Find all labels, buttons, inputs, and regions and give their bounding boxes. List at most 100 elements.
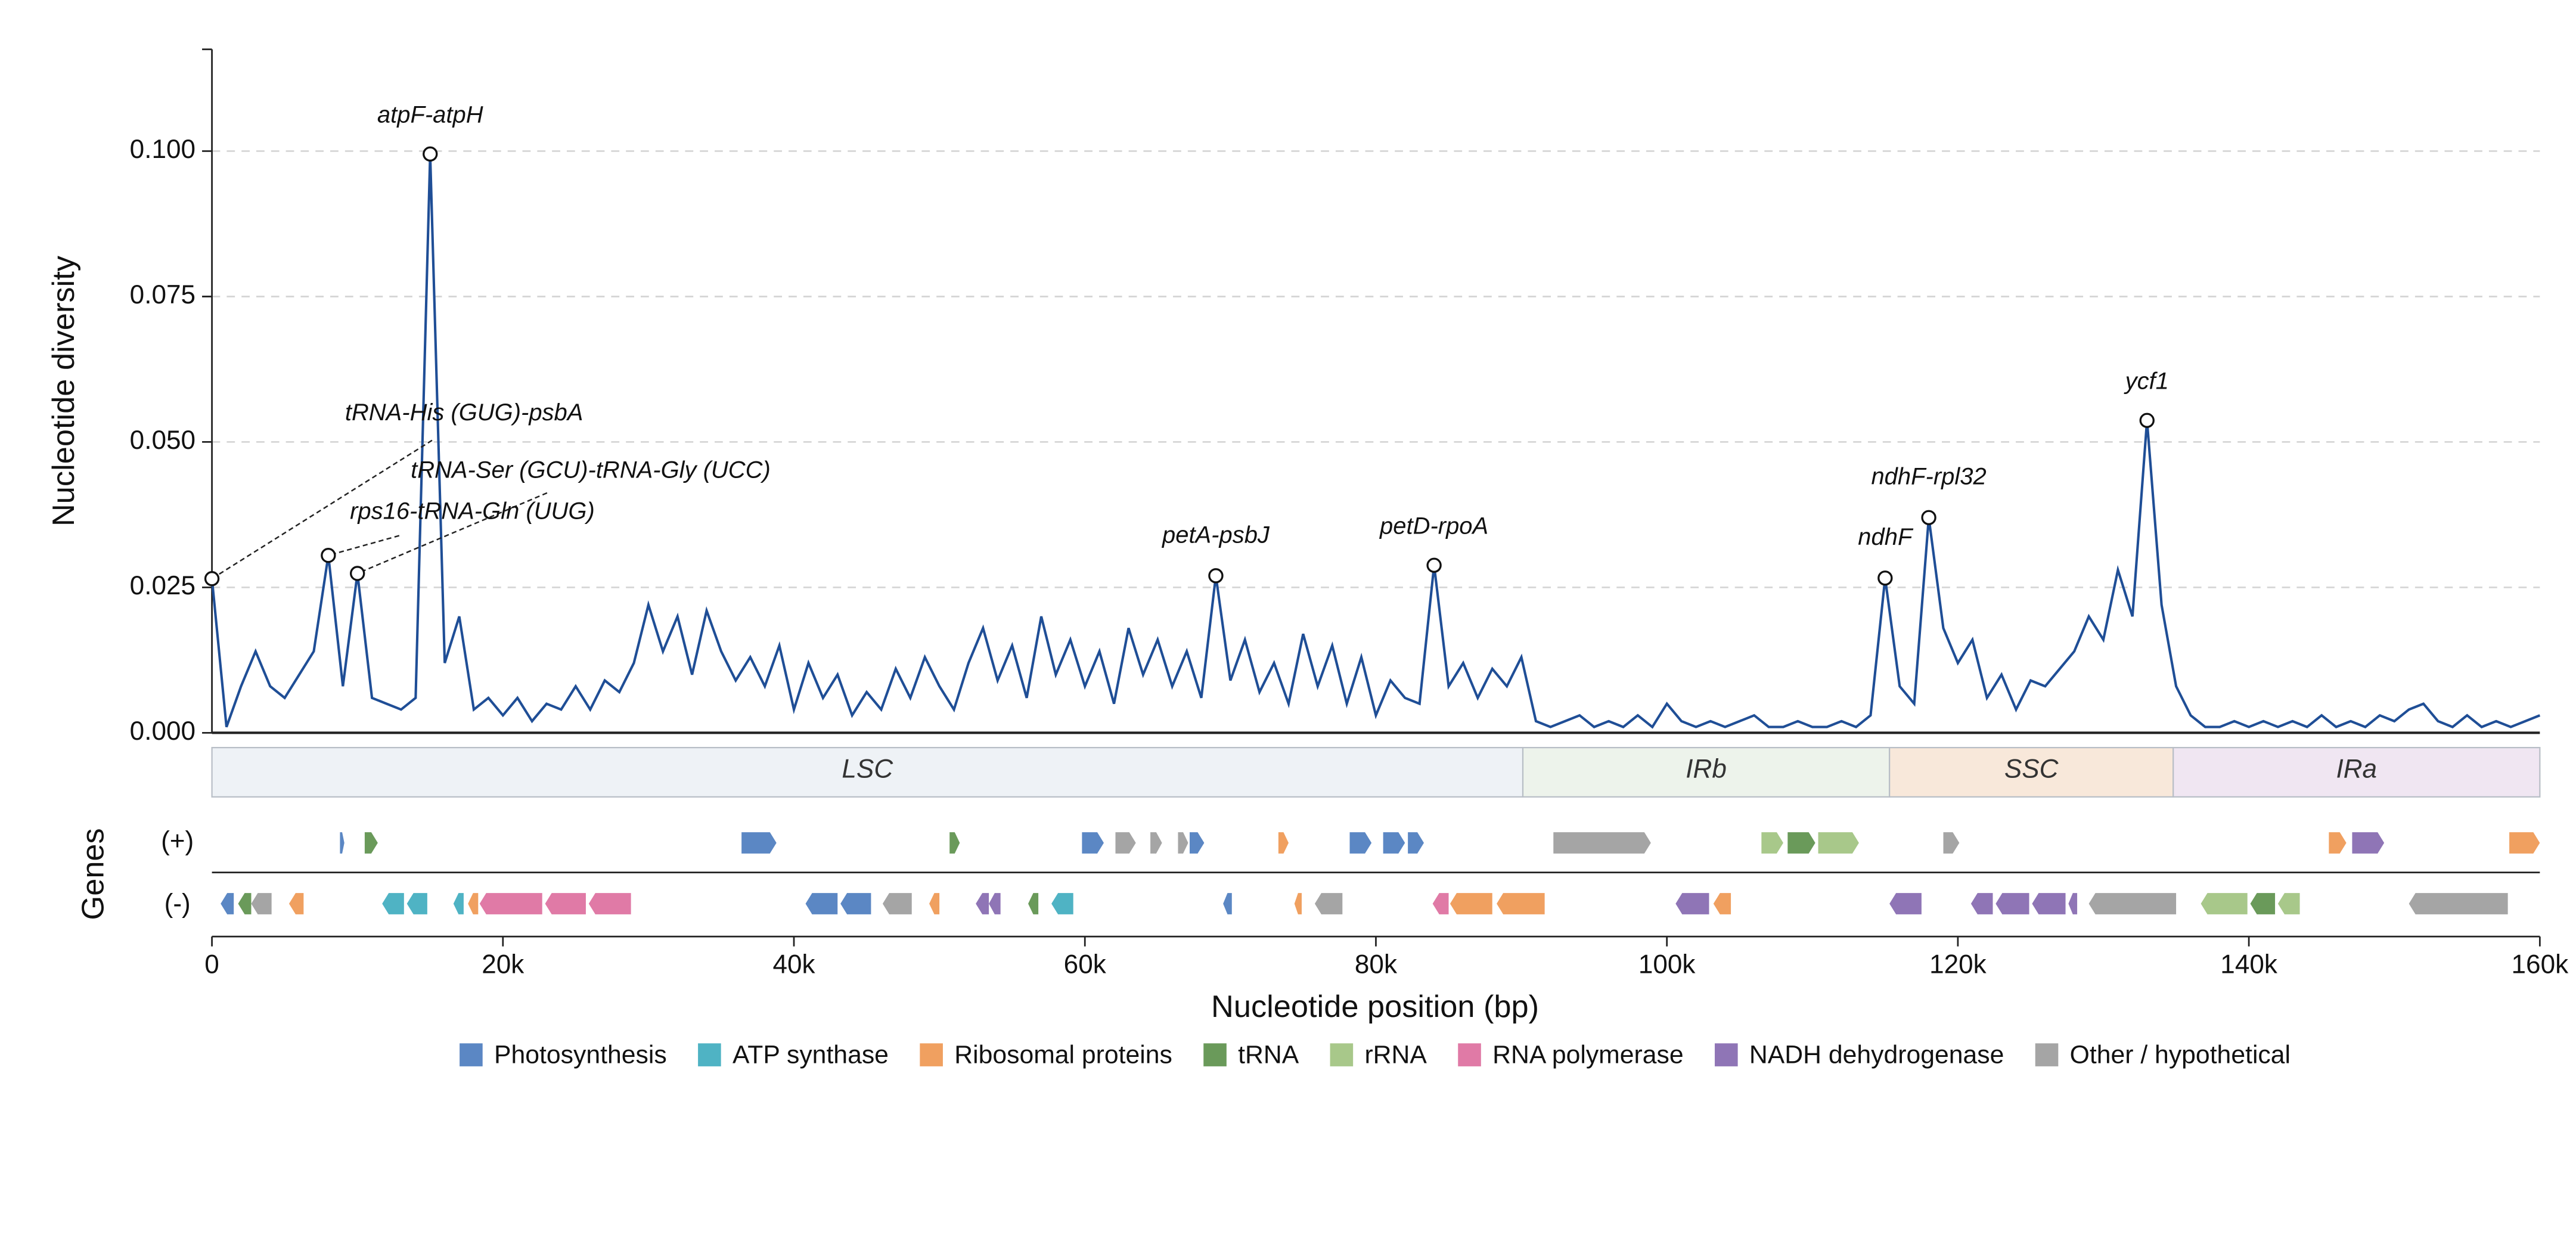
x-axis-label: Nucleotide position (bp) [1211,990,1539,1024]
gene [1943,832,1960,854]
gene [1787,832,1815,854]
annotation-label: ycf1 [2124,368,2169,394]
gene [479,893,542,914]
gene [929,893,940,914]
legend-swatch [698,1043,721,1066]
legend-swatch [460,1043,483,1066]
region-bar [1889,747,2174,798]
gene [1553,832,1651,854]
gene [1761,832,1783,854]
gene [1383,832,1405,854]
gene [840,893,871,914]
gene [2201,893,2248,914]
gene [1497,893,1545,914]
gene [1223,893,1232,914]
gene [588,893,631,914]
gene [238,893,252,914]
diversity-line [210,154,2541,729]
legend-swatch [2035,1043,2059,1066]
legend-label: NADH dehydrogenase [1749,1041,2004,1069]
region-label: SSC [2004,754,2059,783]
gene [1995,893,2029,914]
x-tick-label: 20k [482,950,524,979]
gene [741,832,777,854]
gene [2409,893,2508,914]
y-tick-label: 0.075 [130,280,195,309]
gene [1051,893,1073,914]
region-label: IRb [1686,754,1727,783]
x-tick-label: 160k [2512,950,2569,979]
gene [1713,893,1731,914]
gene [1408,832,1424,854]
gene [1970,893,1993,914]
legend-label: ATP synthase [733,1041,889,1069]
y-tick-label: 0.100 [130,135,195,164]
legend-swatch [1715,1043,1738,1066]
gene [882,893,912,914]
gene [1889,893,1922,914]
gene [2352,832,2385,854]
gene [453,893,464,914]
strand-label: (-) [165,889,191,918]
gene [976,893,989,914]
gene [2068,893,2078,914]
legend-swatch [920,1043,943,1066]
x-tick-label: 80k [1355,950,1398,979]
annotation-label: tRNA-Ser (GCU)-tRNA-Gly (UCC) [411,457,771,483]
annotation-label: atpF-atpH [377,102,483,128]
gene [288,893,304,914]
legend-label: Other / hypothetical [2070,1041,2291,1069]
legend-swatch [1458,1043,1481,1066]
gene [1028,893,1039,914]
legend-swatch [1330,1043,1354,1066]
x-tick-label: 100k [1638,950,1696,979]
gene [1675,893,1709,914]
gene [2088,893,2177,914]
gene [1432,893,1449,914]
gene [1082,832,1104,854]
gene [382,893,404,914]
region-bar [211,747,1524,798]
annotation-leader [357,492,548,575]
gene [1314,893,1343,914]
gene [251,893,272,914]
region-bar [2172,747,2541,798]
x-tick-label: 40k [772,950,815,979]
gene [989,893,1001,914]
legend: Photosynthesis ATP synthase Ribosomal prot… [460,1041,2291,1069]
annotation-point [1208,568,1224,584]
annotation-label: ndhF [1858,524,1914,550]
gene [2250,893,2276,914]
annotation-point [350,566,365,581]
x-tick-label: 60k [1064,950,1107,979]
strand-label: (+) [161,827,194,856]
gene [1349,832,1372,854]
y-tick-label: 0.025 [130,571,195,600]
annotation-leader [211,439,433,579]
gene [1178,832,1188,854]
y-tick-label: 0.050 [130,426,195,455]
x-tick-label: 120k [1929,950,1987,979]
legend-label: Photosynthesis [494,1041,667,1069]
annotation-label: tRNA-His (GUG)-psbA [345,399,584,426]
x-tick-label: 140k [2220,950,2278,979]
annotation-point [204,571,220,587]
annotation-leader [328,535,400,556]
gene [340,832,344,854]
gene [468,893,479,914]
gene [949,832,960,854]
y-tick-label: 0.000 [130,717,195,746]
gene [805,893,838,914]
gene [1190,832,1205,854]
x-tick-label: 0 [204,950,219,979]
annotation-point [321,548,336,563]
gene [1150,832,1162,854]
legend-label: Ribosomal proteins [954,1041,1172,1069]
annotation-label: ndhF-rpl32 [1871,464,1986,490]
gene [2032,893,2066,914]
annotation-label: petD-rpoA [1379,513,1488,539]
gene [406,893,427,914]
gene [1818,832,1859,854]
gene [1450,893,1492,914]
